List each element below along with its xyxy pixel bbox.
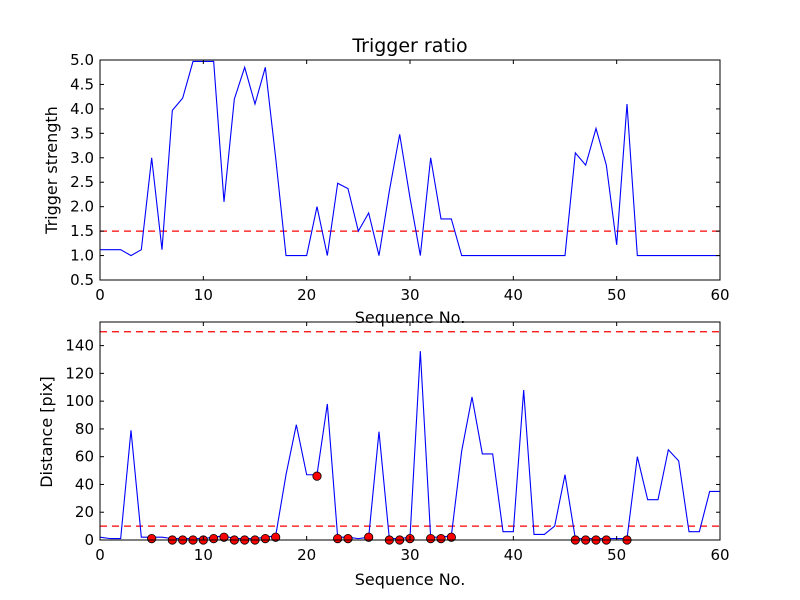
x-tick-label: 30 <box>400 286 419 304</box>
data-point <box>260 534 270 544</box>
x-tick-label: 10 <box>194 286 213 304</box>
data-point <box>209 534 219 544</box>
tick-marks: 0 10 20 30 40 50 60 0.5 1.0 1.5 2.0 2.5 3.0 3.5 4.0 4.5… <box>70 51 729 304</box>
x-axis-label: Sequence No. <box>355 570 466 589</box>
x-tick-label: 50 <box>607 546 626 564</box>
data-point <box>312 471 322 481</box>
y-tick-label: 20 <box>75 503 94 521</box>
y-tick-label: 140 <box>65 337 94 355</box>
data-point <box>343 534 353 544</box>
series-line <box>100 60 720 257</box>
series-line <box>99 351 720 540</box>
y-tick-label: 40 <box>75 475 94 493</box>
y-tick-label: 5.0 <box>70 51 94 69</box>
axes-frame <box>99 59 721 281</box>
x-tick-label: 30 <box>400 546 419 564</box>
y-tick-label: 60 <box>75 448 94 466</box>
plot-area-trigger-ratio <box>100 60 720 257</box>
x-tick-label: 0 <box>95 546 105 564</box>
plot-area-distance <box>99 331 720 545</box>
tick-marks: 0 10 20 30 40 50 60 0 20 40 60 80 100 120 140 <box>65 322 730 564</box>
chart-title: Trigger ratio <box>351 35 467 57</box>
chart-distance: 0 10 20 30 40 50 60 0 20 40 60 80 100 120 140 Sequence… <box>37 321 730 589</box>
x-tick-label: 20 <box>297 286 316 304</box>
y-axis-label: Trigger strength <box>42 106 61 235</box>
y-tick-label: 1.5 <box>70 222 94 240</box>
y-tick-label: 0.5 <box>70 271 94 289</box>
x-tick-label: 40 <box>504 546 523 564</box>
x-tick-label: 50 <box>607 286 626 304</box>
y-tick-label: 80 <box>75 420 94 438</box>
x-tick-label: 40 <box>504 286 523 304</box>
x-tick-label: 20 <box>297 546 316 564</box>
y-tick-label: 2.0 <box>70 198 94 216</box>
data-point <box>436 534 446 544</box>
y-tick-label: 120 <box>65 364 94 382</box>
data-point <box>271 532 281 542</box>
y-tick-label: 4.0 <box>70 100 94 118</box>
y-tick-label: 3.5 <box>70 124 94 142</box>
y-tick-label: 4.5 <box>70 75 94 93</box>
x-tick-label: 60 <box>710 286 729 304</box>
chart-trigger-ratio: Trigger ratio 0 10 20 30 40 50 60 0.5 1.0 1.5 2.0 2… <box>42 35 730 327</box>
y-tick-label: 2.5 <box>70 173 94 191</box>
y-tick-label: 100 <box>65 392 94 410</box>
x-tick-label: 60 <box>710 546 729 564</box>
y-tick-label: 3.0 <box>70 149 94 167</box>
data-point <box>219 532 229 542</box>
data-point <box>364 532 374 542</box>
data-point <box>446 532 456 542</box>
y-tick-label: 1.0 <box>70 247 94 265</box>
data-point <box>426 534 436 544</box>
axes-frame <box>99 321 721 541</box>
x-tick-label: 10 <box>194 546 213 564</box>
data-point <box>147 534 157 544</box>
y-axis-label: Distance [pix] <box>37 376 56 488</box>
y-tick-label: 0 <box>84 531 94 549</box>
x-tick-label: 0 <box>95 286 105 304</box>
data-point <box>333 534 343 544</box>
